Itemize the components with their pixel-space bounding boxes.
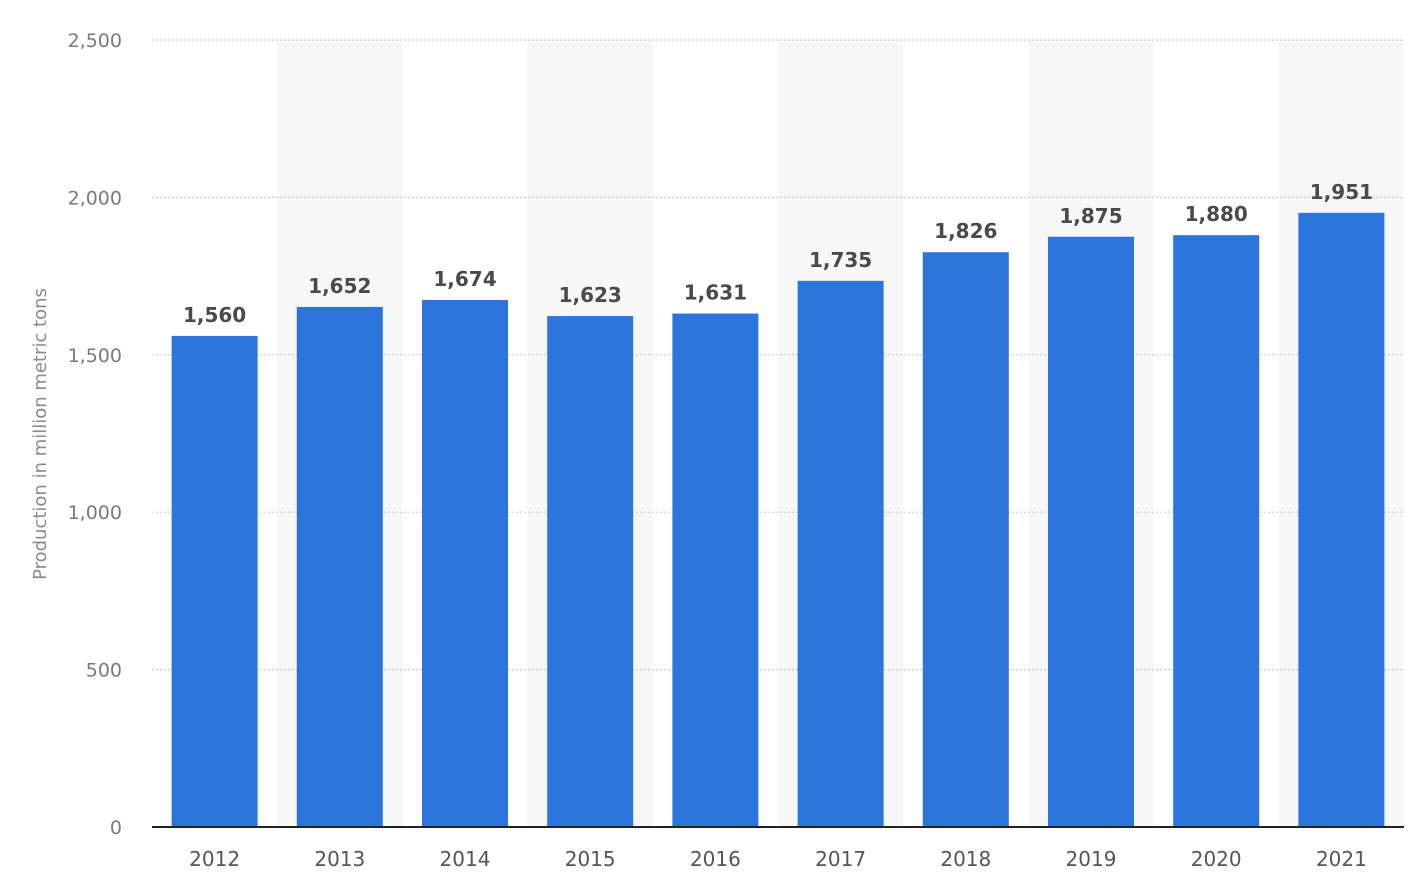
data-label-2020: 1,880 [1185, 202, 1248, 226]
data-labels: 1,560 1,652 1,674 1,623 1,631 1,735 1,826 1,875… [183, 180, 1373, 327]
data-label-2012: 1,560 [183, 303, 246, 327]
bar-2019 [1048, 236, 1134, 827]
x-tick-label-2021: 2021 [1316, 847, 1367, 871]
x-tick-label-2018: 2018 [940, 847, 991, 871]
data-label-2013: 1,652 [308, 274, 371, 298]
y-axis-title: Production in million metric tons [30, 288, 51, 580]
y-tick-label: 1,500 [68, 345, 122, 367]
x-tick-label-2019: 2019 [1066, 847, 1117, 871]
x-tick-label-2015: 2015 [565, 847, 616, 871]
bar-2013 [296, 306, 383, 827]
x-tick-label-2020: 2020 [1191, 847, 1242, 871]
y-tick-label: 0 [110, 817, 122, 839]
data-label-2021: 1,951 [1310, 180, 1373, 204]
bar-2021 [1298, 212, 1385, 827]
bar-2020 [1173, 235, 1260, 827]
data-label-2016: 1,631 [684, 281, 747, 305]
bar-2012 [171, 335, 258, 827]
x-tick-label-2012: 2012 [189, 847, 240, 871]
x-tick-label-2013: 2013 [314, 847, 365, 871]
y-tick-label: 2,500 [68, 30, 122, 52]
data-label-2018: 1,826 [934, 219, 997, 243]
bar-2016 [672, 313, 759, 828]
y-axis-ticks: 0 500 1,000 1,500 2,000 2,500 [68, 30, 122, 839]
bar-2017 [797, 280, 884, 827]
x-tick-label-2016: 2016 [690, 847, 741, 871]
y-tick-label: 1,000 [68, 502, 122, 524]
x-tick-label-2017: 2017 [815, 847, 866, 871]
x-axis-ticks: 2012 2013 2014 2015 2016 2017 2018 2019 2020 2021 [189, 847, 1367, 871]
data-label-2015: 1,623 [559, 283, 622, 307]
data-label-2014: 1,674 [433, 267, 496, 291]
bar-2018 [922, 252, 1009, 828]
bar-2015 [547, 316, 634, 827]
bars [171, 212, 1385, 828]
data-label-2019: 1,875 [1059, 204, 1122, 228]
y-tick-label: 500 [86, 660, 122, 682]
bar-2014 [422, 300, 508, 828]
x-tick-label-2014: 2014 [440, 847, 491, 871]
data-label-2017: 1,735 [809, 248, 872, 272]
y-tick-label: 2,000 [68, 187, 122, 209]
